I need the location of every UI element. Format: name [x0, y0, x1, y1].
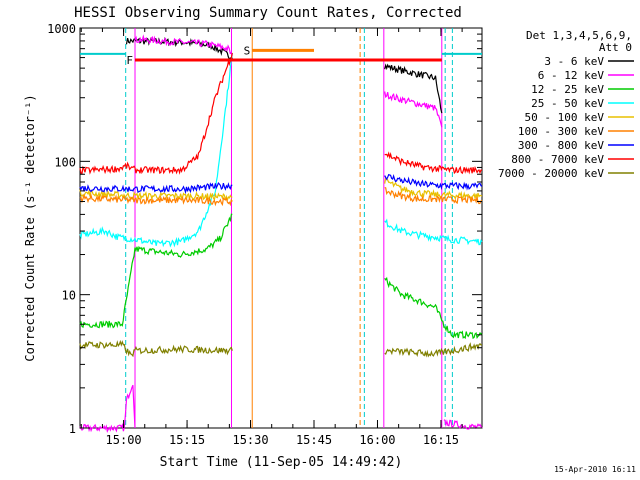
- x-tick-label: 15:30: [232, 433, 268, 447]
- series-line: [79, 52, 233, 248]
- y-axis-label: Corrected Count Rate (s⁻¹ detector⁻¹): [23, 94, 37, 361]
- series-line: [384, 218, 483, 246]
- legend-label: 300 - 800 keV: [518, 139, 604, 152]
- legend-label: 100 - 300 keV: [518, 125, 604, 138]
- legend-label: 800 - 7000 keV: [511, 153, 604, 166]
- flag-bars: FS: [126, 44, 442, 67]
- y-tick-label: 1: [69, 422, 76, 436]
- series-line: [384, 151, 482, 175]
- series-line: [79, 339, 233, 358]
- flag-label: S: [244, 44, 251, 57]
- legend-header-1: Det 1,3,4,5,6,9,: [526, 29, 632, 42]
- x-axis-label: Start Time (11-Sep-05 14:49:42): [160, 455, 403, 470]
- x-tick-label: 15:15: [169, 433, 205, 447]
- series-lines: [79, 34, 483, 433]
- chart-title: HESSI Observing Summary Count Rates, Cor…: [74, 5, 462, 21]
- series-line: [384, 276, 483, 340]
- legend-label: 12 - 25 keV: [531, 83, 604, 96]
- legend-label: 3 - 6 keV: [544, 55, 604, 68]
- legend-header-2: Att 0: [599, 41, 632, 54]
- series-line: [384, 342, 482, 358]
- series-line: [384, 63, 443, 114]
- series-line: [79, 182, 233, 195]
- x-tick-label: 16:00: [359, 433, 395, 447]
- footer-timestamp: 15-Apr-2010 16:11: [554, 465, 636, 474]
- x-tick-label: 15:00: [106, 433, 142, 447]
- series-line: [384, 187, 483, 205]
- series-line: [79, 188, 233, 202]
- series-line: [384, 173, 483, 191]
- y-tick-label: 10: [62, 289, 76, 303]
- plot-area: [79, 27, 483, 429]
- y-tick-label: 100: [54, 155, 76, 169]
- series-line: [79, 52, 233, 175]
- y-tick-label: 1000: [47, 22, 76, 36]
- legend-label: 7000 - 20000 keV: [498, 167, 604, 180]
- series-line: [79, 384, 136, 433]
- vertical-markers: [80, 28, 482, 428]
- series-line: [443, 419, 483, 430]
- series-line: [134, 34, 233, 56]
- series-line: [384, 91, 443, 128]
- legend-label: 25 - 50 keV: [531, 97, 604, 110]
- axis-ticks: 15:00 15:15 15:30 15:45 16:00 16:15 1 10 100 1000: [47, 22, 482, 447]
- series-line: [384, 176, 483, 201]
- series-line: [79, 213, 233, 329]
- legend-label: 6 - 12 keV: [538, 69, 605, 82]
- x-tick-label: 16:15: [423, 433, 459, 447]
- legend-label: 50 - 100 keV: [525, 111, 605, 124]
- flag-label: F: [126, 54, 133, 67]
- x-tick-label: 15:45: [296, 433, 332, 447]
- series-line: [79, 193, 233, 207]
- series-line: [125, 36, 233, 62]
